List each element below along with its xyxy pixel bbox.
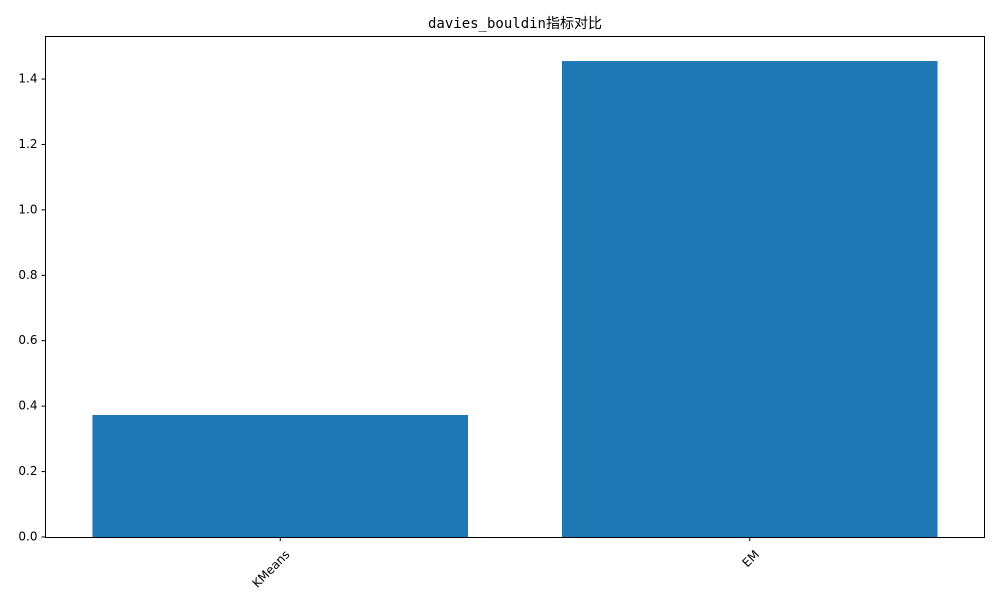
y-axis-ticks: 0.0 0.2 0.4 0.6 0.8 1.0 1.2 1.4 (18, 72, 46, 544)
x-tick-label: EM (740, 547, 763, 570)
bars-group (92, 61, 938, 538)
chart-title: davies_bouldin指标对比 (428, 16, 602, 32)
y-tick-label: 1.2 (18, 137, 37, 151)
y-tick-label: 0.0 (18, 530, 37, 544)
y-tick-label: 1.0 (18, 202, 37, 216)
bar-em (561, 61, 938, 538)
y-tick-label: 0.6 (18, 333, 37, 347)
y-tick-label: 1.4 (18, 72, 37, 86)
plot-frame (45, 36, 985, 538)
bar-kmeans (92, 414, 469, 537)
x-tick-label: KMeans (250, 547, 293, 590)
y-tick-label: 0.8 (18, 268, 37, 282)
x-axis-ticks: KMeans EM (250, 537, 763, 590)
y-tick-label: 0.4 (18, 399, 37, 413)
y-tick-label: 0.2 (18, 464, 37, 478)
